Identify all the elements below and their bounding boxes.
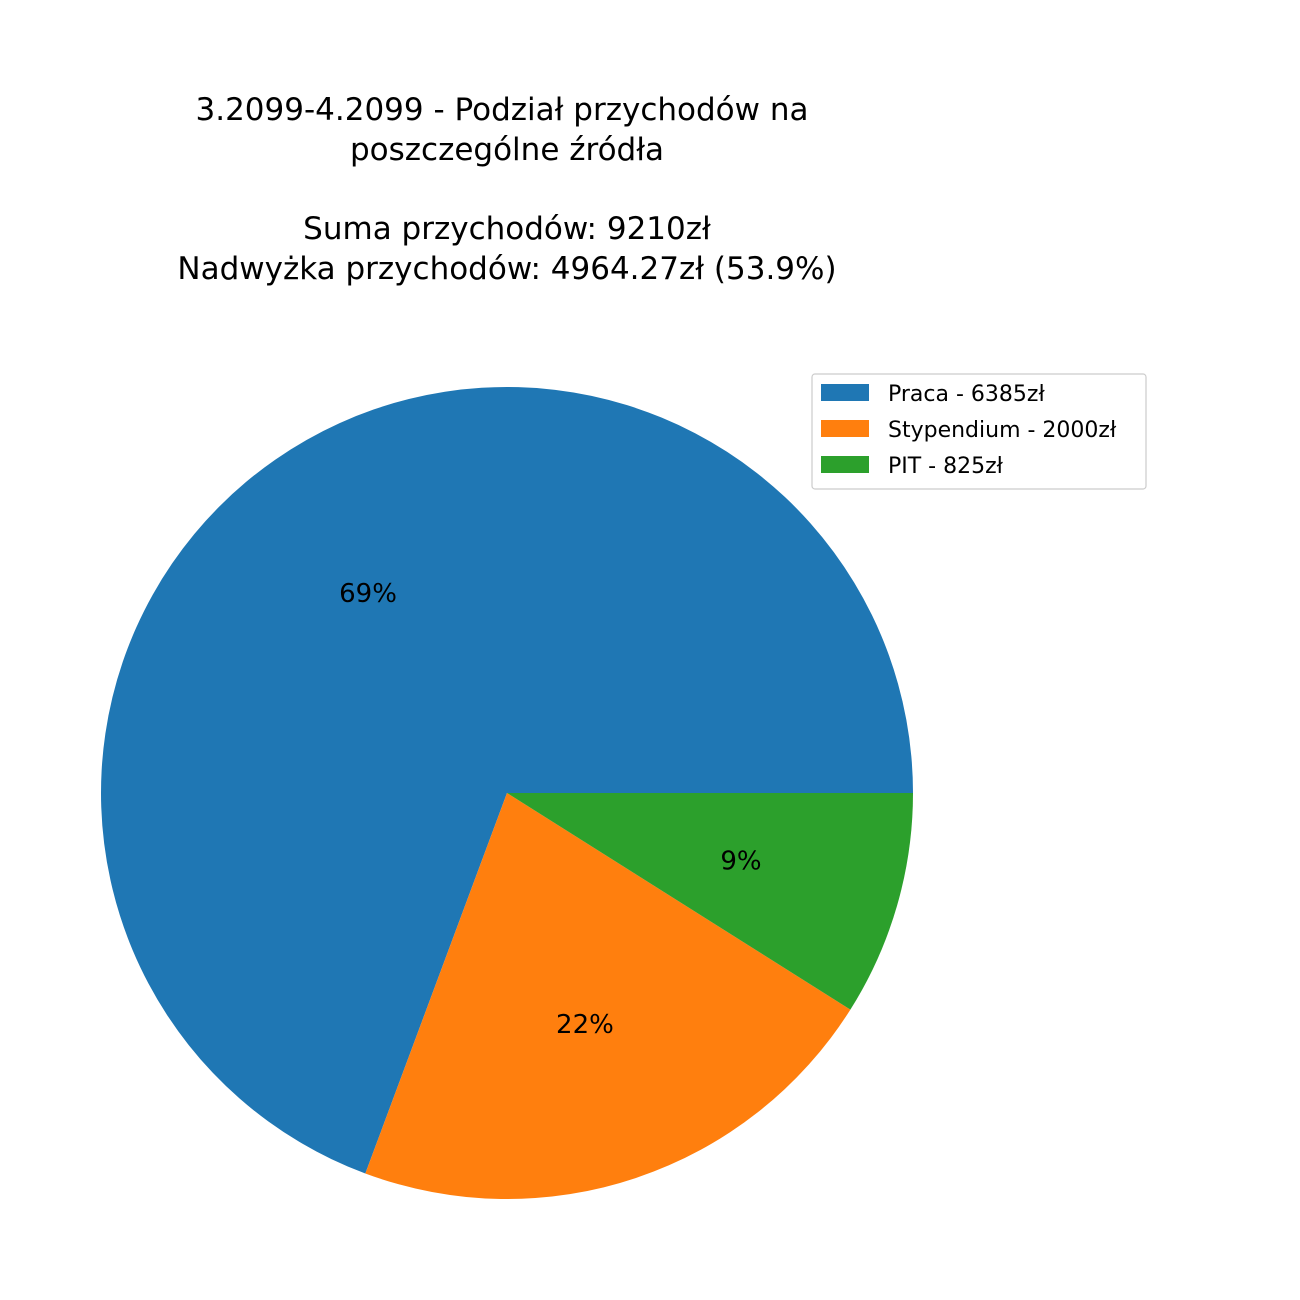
legend: Praca - 6385zł Stypendium - 2000zł PIT - 8… (811, 373, 1147, 490)
title-line-1: 3.2099-4.2099 - Podział przychodów na (196, 92, 809, 128)
percent-labels: 69% 22% 9% (339, 579, 762, 1040)
title-line-sum: Suma przychodów: 9210zł (303, 211, 711, 247)
title-line-2: poszczególne źródła (350, 132, 664, 168)
legend-swatch-stypendium (821, 420, 869, 437)
legend-label-stypendium: Stypendium - 2000zł (888, 418, 1117, 443)
legend-items: Praca - 6385zł Stypendium - 2000zł PIT - 8… (821, 382, 1117, 479)
percent-label-stypendium: 22% (556, 1010, 614, 1040)
legend-swatch-pit (821, 456, 869, 473)
legend-label-praca: Praca - 6385zł (888, 382, 1045, 407)
pie-slice-pit (507, 793, 913, 1010)
pie-slices (100, 386, 913, 1199)
legend-swatch-praca (821, 384, 869, 401)
chart-title: 3.2099-4.2099 - Podział przychodów na po… (177, 92, 836, 287)
percent-label-pit: 9% (720, 847, 761, 877)
pie-slice-stypendium (365, 793, 851, 1199)
pie-slice-praca (100, 386, 913, 1174)
percent-label-praca: 69% (339, 579, 397, 609)
legend-frame (811, 373, 1147, 490)
title-line-surplus: Nadwyżka przychodów: 4964.27zł (53.9%) (177, 251, 836, 287)
legend-label-pit: PIT - 825zł (888, 454, 1004, 479)
